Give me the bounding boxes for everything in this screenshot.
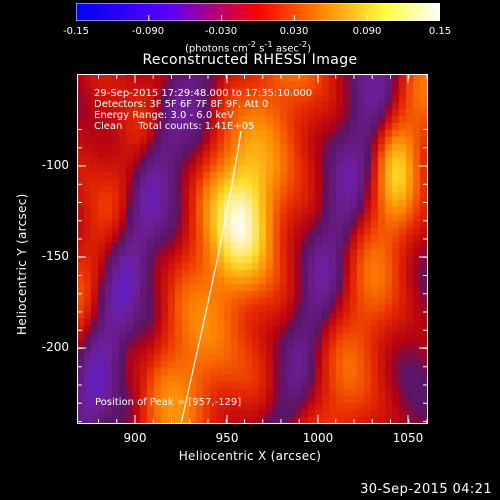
x-tick-label: 1000: [302, 431, 334, 445]
solar-limb-line: [180, 130, 242, 424]
detectors-info: Detectors: 3F 5F 6F 7F 8F 9F, Att 0: [94, 99, 269, 110]
timestamp: 30-Sep-2015 04:21: [360, 482, 492, 497]
clean-total-counts: Clean Total counts: 1.41E+05: [94, 121, 255, 132]
colorbar-units: (photons cm-2 s-1 asec-2): [185, 39, 312, 55]
peak-position-label: Position of Peak = [957,-129]: [95, 397, 242, 408]
heatmap-image: [77, 74, 428, 424]
x-tick-label: 950: [215, 431, 239, 445]
colorbar-tick: 0.15: [428, 26, 452, 37]
plot-frame: [77, 74, 428, 424]
colorbar-gradient: [76, 3, 440, 21]
y-tick-label: -100: [41, 158, 69, 172]
energy-range: Energy Range: 3.0 - 6.0 keV: [94, 110, 234, 121]
colorbar: [76, 3, 440, 21]
x-tick-label: 900: [123, 431, 147, 445]
colorbar-tick: -0.090: [131, 26, 165, 37]
plot-title: Reconstructed RHESSI Image: [142, 52, 358, 68]
y-axis-label: Heliocentric Y (arcsec): [15, 193, 29, 335]
x-axis-label: Heliocentric X (arcsec): [178, 449, 322, 463]
image-plot: [77, 74, 428, 424]
plot-axes: [77, 74, 428, 424]
x-tick-label: 1050: [392, 431, 424, 445]
observation-time: 29-Sep-2015 17:29:48.000 to 17:35:10.000: [94, 88, 313, 99]
colorbar-tick: -0.030: [204, 26, 238, 37]
colorbar-tick: 0.030: [279, 26, 309, 37]
colorbar-tick: -0.15: [63, 26, 89, 37]
colorbar-tick: 0.090: [352, 26, 382, 37]
y-tick-label: -150: [41, 249, 69, 263]
y-tick-label: -200: [41, 340, 69, 354]
